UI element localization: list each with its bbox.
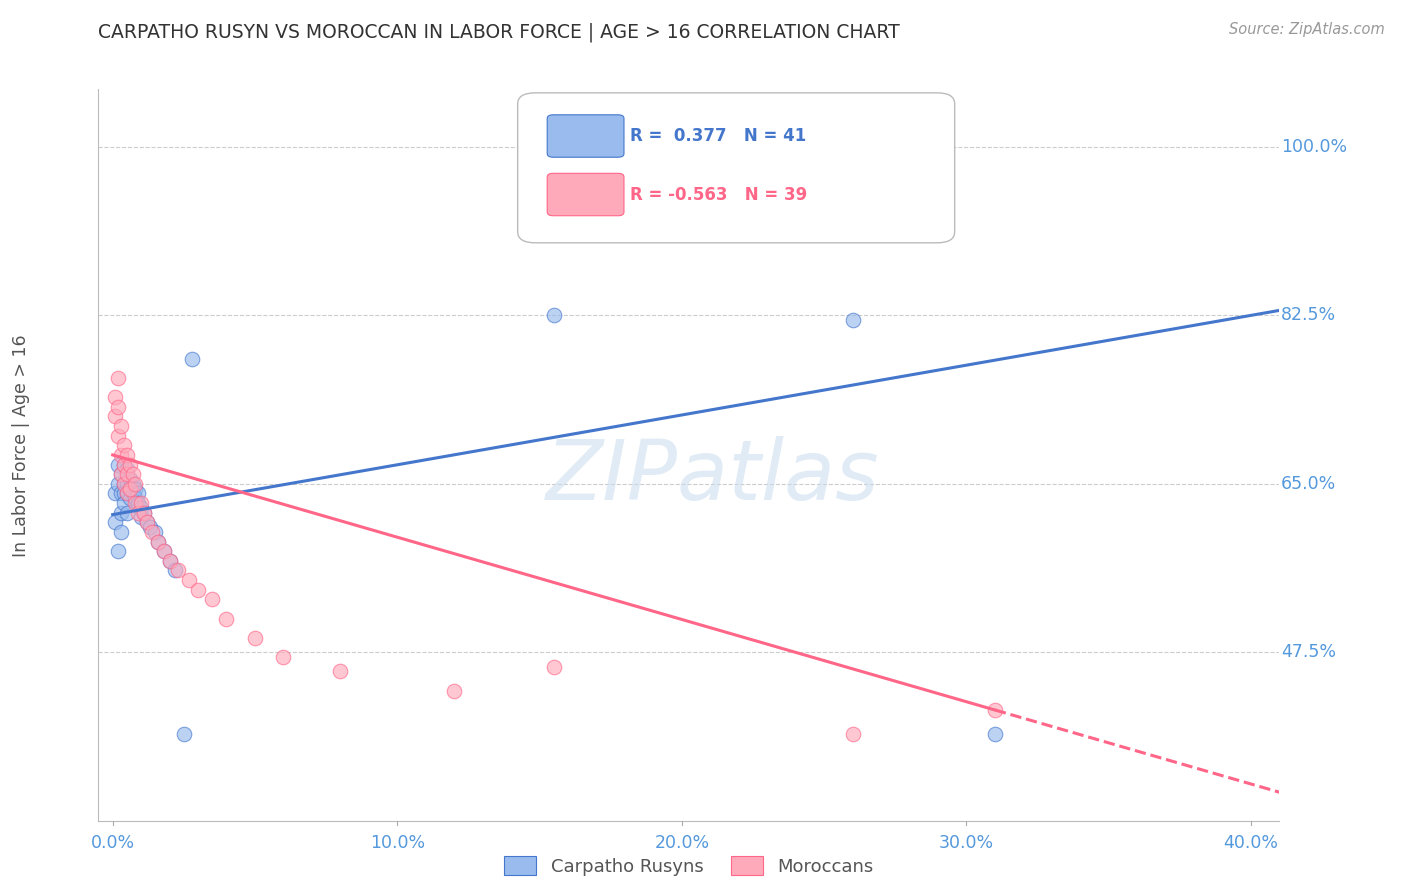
Point — [107, 400, 129, 414]
Point — [124, 482, 146, 496]
Point — [159, 554, 181, 568]
Point — [543, 309, 565, 323]
Text: 82.5%: 82.5% — [1281, 306, 1336, 325]
Point — [115, 462, 138, 476]
Point — [118, 491, 141, 506]
Text: 47.5%: 47.5% — [1281, 643, 1336, 661]
Point — [153, 544, 176, 558]
Point — [153, 544, 176, 558]
Point — [115, 486, 138, 500]
Text: 30.0%: 30.0% — [939, 834, 994, 852]
Point — [135, 516, 157, 530]
Point — [273, 650, 295, 665]
Point — [112, 486, 135, 500]
Point — [104, 486, 127, 500]
Text: 0.0%: 0.0% — [90, 834, 135, 852]
Point — [115, 506, 138, 520]
Point — [167, 563, 190, 577]
Point — [112, 458, 135, 472]
Point — [107, 428, 129, 442]
Text: 10.0%: 10.0% — [370, 834, 425, 852]
Point — [112, 438, 135, 452]
Point — [165, 563, 187, 577]
Point — [112, 476, 135, 491]
Text: R =  0.377   N = 41: R = 0.377 N = 41 — [630, 127, 806, 145]
Point — [143, 524, 166, 539]
Legend: Carpatho Rusyns, Moroccans: Carpatho Rusyns, Moroccans — [495, 847, 883, 885]
Point — [112, 458, 135, 472]
Point — [115, 486, 138, 500]
Point — [841, 313, 863, 327]
Point — [107, 458, 129, 472]
Text: ZIPatlas: ZIPatlas — [546, 436, 879, 517]
Point — [118, 482, 141, 496]
Text: 65.0%: 65.0% — [1281, 475, 1336, 492]
Point — [107, 476, 129, 491]
Point — [543, 659, 565, 673]
Point — [121, 467, 143, 482]
Point — [110, 448, 132, 462]
Point — [159, 554, 181, 568]
Point — [112, 476, 135, 491]
Point — [110, 419, 132, 434]
Text: 40.0%: 40.0% — [1223, 834, 1278, 852]
Point — [110, 467, 132, 482]
Point — [121, 486, 143, 500]
Point — [124, 491, 146, 506]
Point — [110, 524, 132, 539]
Point — [107, 371, 129, 385]
Point — [841, 727, 863, 741]
Point — [104, 390, 127, 404]
Point — [129, 496, 152, 510]
Point — [132, 506, 155, 520]
Point — [443, 683, 465, 698]
Text: In Labor Force | Age > 16: In Labor Force | Age > 16 — [13, 334, 30, 558]
Text: R = -0.563   N = 39: R = -0.563 N = 39 — [630, 186, 807, 203]
Point — [118, 472, 141, 486]
FancyBboxPatch shape — [547, 173, 624, 216]
Point — [173, 727, 195, 741]
Point — [129, 510, 152, 524]
Point — [127, 506, 149, 520]
Point — [115, 448, 138, 462]
Point — [121, 476, 143, 491]
Point — [127, 486, 149, 500]
Point — [135, 516, 157, 530]
Point — [129, 500, 152, 515]
Point — [984, 703, 1007, 717]
Point — [110, 467, 132, 482]
Point — [118, 482, 141, 496]
Text: 20.0%: 20.0% — [654, 834, 710, 852]
Point — [115, 476, 138, 491]
Point — [141, 524, 163, 539]
Point — [132, 506, 155, 520]
FancyBboxPatch shape — [547, 115, 624, 157]
Point — [148, 534, 170, 549]
Point — [984, 727, 1007, 741]
Point — [187, 582, 209, 597]
Point — [127, 496, 149, 510]
Point — [138, 520, 160, 534]
Point — [104, 409, 127, 424]
Point — [201, 592, 224, 607]
Point — [107, 544, 129, 558]
Point — [181, 351, 204, 366]
Point — [243, 631, 266, 645]
Text: 100.0%: 100.0% — [1281, 138, 1347, 156]
Point — [104, 516, 127, 530]
Point — [329, 665, 352, 679]
Point — [112, 496, 135, 510]
Point — [110, 506, 132, 520]
Point — [124, 476, 146, 491]
Point — [124, 496, 146, 510]
Point — [110, 486, 132, 500]
Point — [115, 467, 138, 482]
Text: CARPATHO RUSYN VS MOROCCAN IN LABOR FORCE | AGE > 16 CORRELATION CHART: CARPATHO RUSYN VS MOROCCAN IN LABOR FORC… — [98, 22, 900, 42]
FancyBboxPatch shape — [517, 93, 955, 243]
Point — [179, 573, 201, 587]
Point — [148, 534, 170, 549]
Point — [118, 458, 141, 472]
Text: Source: ZipAtlas.com: Source: ZipAtlas.com — [1229, 22, 1385, 37]
Point — [215, 611, 238, 625]
